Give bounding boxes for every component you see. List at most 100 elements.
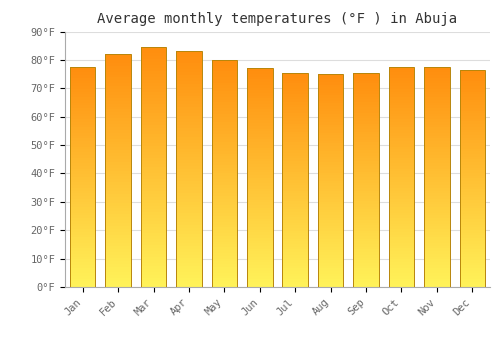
Bar (176, 140, 202, 143)
Bar (460, 254, 485, 257)
Bar (176, 281, 202, 284)
Bar (106, 72, 131, 75)
Bar (141, 131, 167, 134)
Bar (247, 142, 272, 145)
Bar (106, 170, 131, 174)
Bar (106, 197, 131, 200)
Bar (141, 281, 167, 284)
Bar (247, 232, 272, 235)
Bar (212, 94, 237, 97)
Bar (318, 282, 344, 284)
Bar (388, 194, 414, 196)
Bar (247, 219, 272, 222)
Bar (424, 89, 450, 92)
Bar (212, 233, 237, 236)
Bar (106, 182, 131, 185)
Bar (176, 252, 202, 254)
Bar (247, 101, 272, 104)
Bar (424, 72, 450, 75)
Bar (106, 272, 131, 275)
Bar (318, 130, 344, 133)
Bar (424, 139, 450, 141)
Bar (247, 273, 272, 276)
Bar (318, 252, 344, 255)
Bar (247, 265, 272, 268)
Bar (318, 125, 344, 127)
Bar (424, 152, 450, 155)
Bar (70, 180, 96, 182)
Bar (354, 268, 379, 271)
Bar (388, 119, 414, 122)
Bar (141, 272, 167, 275)
Bar (247, 93, 272, 96)
Bar (354, 116, 379, 118)
Bar (106, 232, 131, 235)
Bar (282, 73, 308, 75)
Bar (354, 156, 379, 159)
Bar (106, 281, 131, 284)
Bar (460, 70, 485, 72)
Bar (354, 284, 379, 287)
Bar (424, 279, 450, 281)
Bar (141, 176, 167, 179)
Bar (176, 278, 202, 281)
Bar (282, 134, 308, 137)
Bar (176, 258, 202, 260)
Bar (388, 67, 414, 70)
Bar (460, 100, 485, 103)
Bar (176, 181, 202, 184)
Bar (388, 108, 414, 111)
Bar (247, 227, 272, 230)
Bar (460, 116, 485, 119)
Bar (318, 212, 344, 215)
Bar (318, 210, 344, 212)
Bar (141, 167, 167, 170)
Bar (141, 56, 167, 59)
Bar (141, 146, 167, 149)
Bar (141, 122, 167, 125)
Bar (282, 276, 308, 279)
Bar (354, 121, 379, 124)
Bar (176, 60, 202, 63)
Bar (388, 265, 414, 268)
Bar (424, 240, 450, 243)
Bar (424, 221, 450, 224)
Bar (318, 162, 344, 164)
Bar (212, 182, 237, 185)
Bar (388, 185, 414, 188)
Bar (388, 240, 414, 243)
Bar (247, 123, 272, 126)
Bar (354, 89, 379, 91)
Bar (247, 74, 272, 77)
Bar (318, 114, 344, 117)
Bar (318, 204, 344, 207)
Bar (141, 53, 167, 56)
Bar (106, 217, 131, 220)
Bar (106, 57, 131, 60)
Bar (388, 72, 414, 75)
Bar (282, 159, 308, 161)
Bar (106, 66, 131, 69)
Bar (247, 131, 272, 134)
Bar (282, 271, 308, 274)
Bar (460, 173, 485, 176)
Bar (354, 172, 379, 174)
Bar (212, 213, 237, 216)
Bar (212, 119, 237, 122)
Bar (388, 251, 414, 254)
Bar (212, 256, 237, 259)
Bar (70, 204, 96, 207)
Bar (424, 86, 450, 89)
Bar (176, 134, 202, 137)
Bar (106, 130, 131, 133)
Bar (247, 252, 272, 254)
Bar (141, 110, 167, 113)
Bar (460, 75, 485, 78)
Bar (176, 110, 202, 113)
Bar (354, 161, 379, 164)
Bar (318, 263, 344, 266)
Bar (176, 84, 202, 87)
Bar (70, 130, 96, 133)
Bar (212, 131, 237, 134)
Bar (460, 108, 485, 111)
